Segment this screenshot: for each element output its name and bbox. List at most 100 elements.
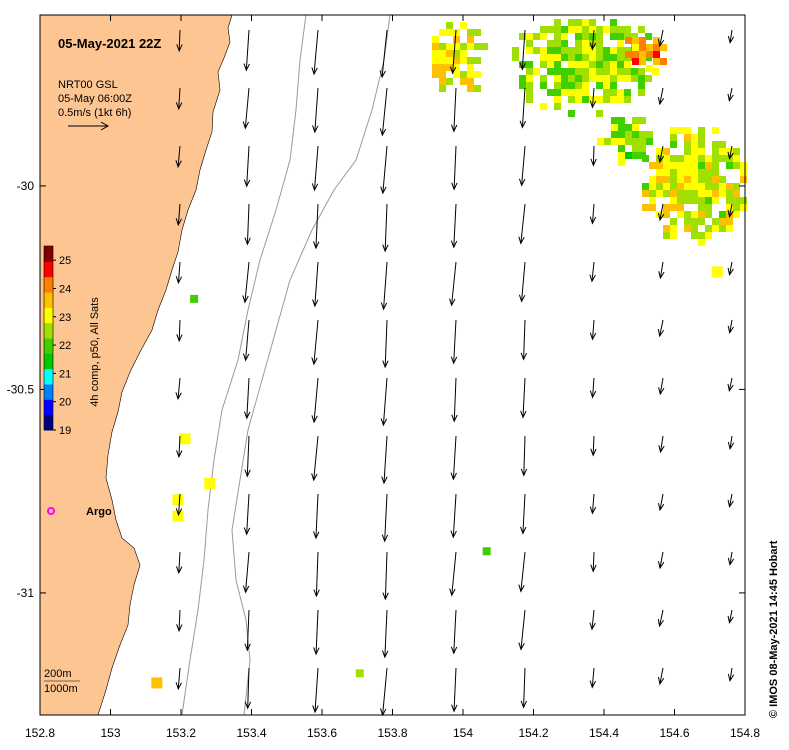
sst-pixel [540, 103, 547, 110]
x-tick-label: 153.2 [166, 726, 196, 740]
sst-patch [355, 669, 364, 678]
sst-pixel [467, 85, 474, 92]
sst-pixel [691, 232, 698, 239]
sst-pixel [554, 33, 561, 40]
sst-pixel [691, 134, 698, 141]
current-arrow [658, 435, 665, 454]
sst-pixel [740, 197, 747, 204]
sst-pixel [642, 204, 649, 211]
sst-pixel [733, 190, 740, 197]
sst-pixel [460, 50, 467, 57]
sst-pixel [663, 155, 670, 162]
sst-pixel [652, 68, 659, 75]
sst-pixel [554, 89, 561, 96]
sst-patch [482, 547, 491, 556]
sst-pixel [610, 82, 617, 89]
sst-pixel [561, 33, 568, 40]
sst-pixel [670, 169, 677, 176]
sst-pixel [698, 232, 705, 239]
sst-pixel [698, 190, 705, 197]
sst-pixel [575, 61, 582, 68]
sst-pixel [575, 68, 582, 75]
sst-pixel [589, 96, 596, 103]
sst-pixel [610, 47, 617, 54]
legend-time: 05-May 06:00Z [58, 93, 132, 105]
current-arrow [589, 319, 597, 341]
x-tick-label: 154.2 [518, 726, 548, 740]
colorbar-tick-label: 21 [59, 368, 71, 380]
sst-patch [711, 266, 723, 278]
current-arrow [176, 319, 183, 343]
sst-patch [172, 510, 184, 522]
sst-pixel [670, 155, 677, 162]
sst-pixel [632, 44, 639, 51]
sst-pixel [526, 75, 533, 82]
sst-pixel [740, 176, 747, 183]
current-arrow [244, 667, 252, 710]
sst-pixel [712, 190, 719, 197]
sst-pixel [677, 162, 684, 169]
sst-pixel [596, 40, 603, 47]
sst-pixel [610, 19, 617, 26]
sst-pixel [677, 155, 684, 162]
sst-pixel [726, 225, 733, 232]
sst-pixel [526, 33, 533, 40]
sst-pixel [611, 117, 618, 124]
sst-pixel [453, 50, 460, 57]
sst-pixel [705, 204, 712, 211]
sst-pixel [670, 141, 677, 148]
sst-pixel [632, 145, 639, 152]
sst-pixel [646, 44, 653, 51]
sst-pixel [705, 162, 712, 169]
sst-pixel [712, 169, 719, 176]
sst-pixel [554, 68, 561, 75]
sst-pixel [582, 47, 589, 54]
sst-pixel [656, 211, 663, 218]
current-arrow [242, 87, 250, 130]
sst-pixel [698, 127, 705, 134]
sst-pixel [656, 169, 663, 176]
sst-pixel [589, 26, 596, 33]
sst-pixel [467, 43, 474, 50]
sst-pixel [638, 82, 645, 89]
sst-pixel [656, 148, 663, 155]
current-arrow [657, 145, 665, 164]
colorbar-segment [44, 399, 53, 416]
sst-pixel [719, 176, 726, 183]
current-arrow [727, 29, 735, 44]
sst-pixel [733, 197, 740, 204]
sst-pixel [582, 68, 589, 75]
sst-pixel [460, 71, 467, 78]
colorbar-segment [44, 414, 53, 431]
sst-pixel [691, 225, 698, 232]
y-tick-label: -31 [17, 586, 35, 600]
sst-pixel [698, 218, 705, 225]
current-arrow [727, 87, 734, 102]
legend-scale: 0.5m/s (1kt 6h) [58, 107, 131, 119]
sst-pixel [533, 33, 540, 40]
sst-pixel [446, 29, 453, 36]
x-tick-label: 153.6 [307, 726, 337, 740]
sst-pixel [611, 131, 618, 138]
colorbar-segment [44, 292, 53, 308]
sst-pixel [547, 26, 554, 33]
sst-pixel [575, 40, 582, 47]
sst-pixel [691, 141, 698, 148]
sst-patch [179, 433, 191, 445]
current-arrow [520, 377, 527, 419]
current-arrow [519, 87, 526, 129]
current-arrow [520, 319, 528, 361]
sst-pixel [684, 183, 691, 190]
sst-pixel [439, 50, 446, 57]
sst-pixel [460, 57, 467, 64]
current-arrow [589, 29, 597, 51]
sst-pixel [610, 68, 617, 75]
sst-heatmap [151, 19, 747, 689]
colorbar: 25 24 23 22 21 20 19 [43, 245, 71, 437]
sst-pixel [631, 33, 638, 40]
colorbar-tick-label: 19 [59, 425, 71, 437]
current-arrow [590, 435, 597, 457]
sst-pixel [526, 68, 533, 75]
sst-pixel [691, 211, 698, 218]
argo-float-marker[interactable] [47, 507, 55, 515]
